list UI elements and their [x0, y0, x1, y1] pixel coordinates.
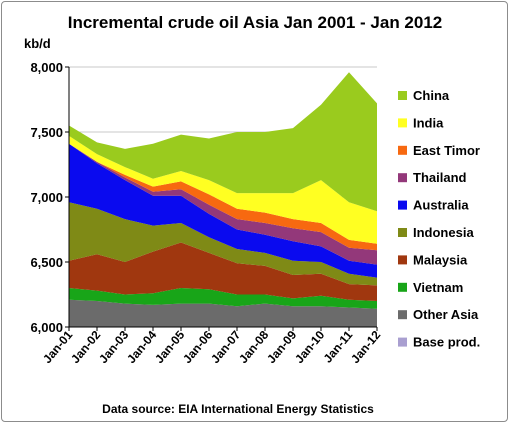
area-china: [69, 72, 377, 212]
x-tick-label: Jan-09: [264, 328, 299, 366]
area-australia: [69, 143, 377, 278]
legend-swatch-vietnam: [398, 282, 407, 292]
legend-label-other-asia: Other Asia: [413, 307, 479, 322]
legend-label-indonesia: Indonesia: [413, 225, 474, 240]
area-other-asia: [69, 299, 377, 327]
legend-swatch-china: [398, 91, 407, 100]
y-tick-label: 7,000: [30, 190, 63, 205]
area-vietnam: [69, 288, 377, 309]
y-tick-label: 6,500: [30, 255, 63, 270]
x-tick-label: Jan-07: [208, 328, 243, 366]
legend-swatch-other-asia: [398, 310, 407, 320]
legend-swatch-indonesia: [398, 228, 407, 237]
x-tick-label: Jan-05: [152, 328, 187, 366]
legend-swatch-base-prod-: [398, 337, 407, 347]
legend: China India East Timor Thailand Australia Ind…: [398, 88, 480, 350]
y-tick-label: 8,000: [30, 60, 63, 75]
y-tick-label: 6,000: [30, 320, 63, 335]
area-india: [69, 135, 377, 244]
axes: [65, 66, 377, 328]
legend-label-china: China: [413, 88, 450, 103]
x-tick-labels: Jan-01Jan-02Jan-03Jan-04Jan-05Jan-06Jan-…: [40, 327, 384, 366]
x-tick-label: Jan-02: [68, 328, 103, 366]
legend-swatch-east-timor: [398, 145, 407, 155]
x-tick-label: Jan-12: [348, 328, 383, 366]
legend-swatch-australia: [398, 200, 407, 210]
x-tick-label: Jan-04: [124, 328, 159, 366]
legend-label-malaysia: Malaysia: [413, 252, 468, 267]
data-source-note: Data source: EIA International Energy St…: [102, 402, 374, 416]
x-tick-label: Jan-10: [292, 328, 327, 366]
legend-label-india: India: [413, 115, 444, 130]
legend-label-vietnam: Vietnam: [413, 280, 463, 295]
area-malaysia: [69, 242, 377, 301]
x-tick-label: Jan-03: [96, 328, 131, 366]
legend-label-east-timor: East Timor: [413, 143, 480, 158]
legend-swatch-malaysia: [398, 255, 407, 265]
legend-label-thailand: Thailand: [413, 170, 467, 185]
legend-swatch-thailand: [398, 173, 407, 183]
x-tick-label: Jan-06: [180, 328, 215, 366]
legend-swatch-india: [398, 118, 407, 128]
stacked-areas: [69, 72, 377, 327]
x-tick-label: Jan-08: [236, 328, 271, 366]
y-tick-label: 7,500: [30, 125, 63, 140]
legend-label-australia: Australia: [413, 198, 469, 213]
area-indonesia: [69, 202, 377, 286]
area-thailand: [69, 143, 377, 265]
legend-label-base-prod-: Base prod.: [413, 335, 480, 350]
area-east-timor: [69, 143, 377, 251]
y-tick-labels: 6,000 6,500 7,000 7,500 8,000: [30, 60, 63, 335]
y-axis-unit: kb/d: [24, 36, 51, 51]
chart-title: Incremental crude oil Asia Jan 2001 - Ja…: [68, 13, 443, 32]
